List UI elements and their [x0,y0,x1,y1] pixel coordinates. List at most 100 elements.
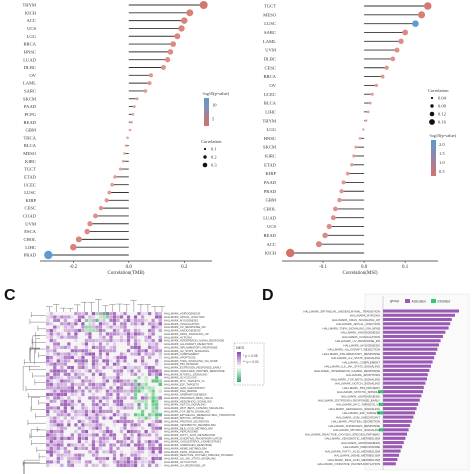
heatmap-cell [49,328,54,333]
heatmap-cell [102,460,106,464]
heatmap-cell [88,338,92,343]
heatmap-cell [126,460,131,464]
heatmap-cell [95,352,99,356]
heatmap-cell [59,446,64,451]
heatmap-cell [133,355,138,360]
heatmap-cell [151,311,156,316]
heatmap-cell [88,406,92,410]
heatmap-cell [77,315,82,319]
heatmap-cell [158,345,163,350]
heatmap-cell [158,318,163,323]
heatmap-cell [126,399,131,404]
heatmap-cell [133,389,138,393]
heatmap-cell [59,325,64,329]
category-label: HALLMARK_INFLAMMATORY_RESPONSE [322,352,380,356]
heatmap-cell [137,338,142,343]
heatmap-cell [95,386,99,390]
heatmap-cell [105,463,110,468]
row-label: HALLMARK_BILE_ACID_METABOLISM [164,426,213,430]
heatmap-cell [49,335,54,340]
heatmap-cell [91,443,96,447]
heatmap-cell [81,450,85,454]
heatmap-cell [116,392,120,397]
heatmap-cell [133,429,138,434]
heatmap-cell [88,426,92,431]
heatmap-cell [59,460,64,464]
heatmap-cell [45,433,50,437]
heatmap-cell [109,429,113,434]
heatmap-cell [98,352,103,356]
heatmap-cell [59,439,64,444]
heatmap-cell [116,429,120,434]
heatmap-cell [59,379,64,383]
heatmap-cell [112,372,117,377]
heatmap-cell [102,429,106,434]
heatmap-cell [59,429,64,434]
heatmap-cell [63,359,68,363]
heatmap-cell [154,413,159,417]
heatmap-cell [119,345,124,350]
heatmap-cell [45,379,50,383]
heatmap-cell [137,450,142,454]
heatmap-cell [112,332,117,336]
row-label: HALLMARK_UNFOLDED_PROTEIN_RESPONSE [164,369,225,373]
heatmap-cell [123,456,127,461]
heatmap-cell [52,450,57,454]
heatmap-cell [52,413,57,417]
heatmap-cell [112,463,117,468]
heatmap-cell [49,433,54,437]
heatmap-cell [45,439,50,444]
heatmap-cell [98,335,103,340]
heatmap-cell [147,433,152,437]
lollipop-point [423,2,432,10]
legend-tick-label: 1.5 [439,151,445,156]
heatmap-cell [77,355,82,360]
heatmap-cell [109,386,113,390]
heatmap-cell [56,439,61,444]
heatmap-cell [105,460,110,464]
heatmap-cell [56,311,61,316]
heatmap-cell [109,328,113,333]
heatmap-cell [147,460,152,464]
heatmap-cell [59,443,64,447]
heatmap-cell [133,352,138,356]
row-label: HALLMARK_WNT_BETA_CATENIN_SIGNALING [164,406,224,410]
heatmap-cell [140,433,145,437]
heatmap-cell [105,322,110,326]
heatmap-cell [88,355,92,360]
heatmap-cell [105,433,110,437]
legend-tick-label: 0.08 [438,104,447,109]
heatmap-cell [158,362,163,367]
heatmap-cell [81,359,85,363]
heatmap-cell [147,416,152,420]
heatmap-cell [133,453,138,458]
heatmap-cell [144,456,149,461]
heatmap-cell [70,359,75,363]
size-legend-dot [203,147,207,151]
row-label: HALLMARK_ANGIOGENESIS [164,329,201,333]
row-label: HALLMARK_APICAL_JUNCTION [164,315,205,319]
heatmap-cell [112,335,117,340]
heatmap-cell [130,453,135,458]
row-label: HALLMARK_ADIPOGENESIS [164,312,201,316]
heatmap-cell [144,436,149,441]
heatmap-cell [56,446,61,451]
heatmap-cell [147,406,152,410]
heatmap-cell [81,375,85,380]
heatmap-cell [52,369,57,373]
heatmap-cell [81,348,85,353]
heatmap-cell [116,416,120,420]
heatmap-cell [74,338,78,343]
heatmap-cell [147,379,152,383]
heatmap-cell [154,426,159,431]
heatmap-cell [144,338,149,343]
heatmap-cell [70,446,75,451]
heatmap-cell [77,352,82,356]
lollipop-point [362,128,365,131]
heatmap-cell [49,419,54,424]
heatmap-cell [112,382,117,387]
heatmap-cell [133,463,138,468]
lollipop-point [174,33,181,40]
heatmap-cell [56,362,61,367]
category-label: LUAD [263,215,276,220]
